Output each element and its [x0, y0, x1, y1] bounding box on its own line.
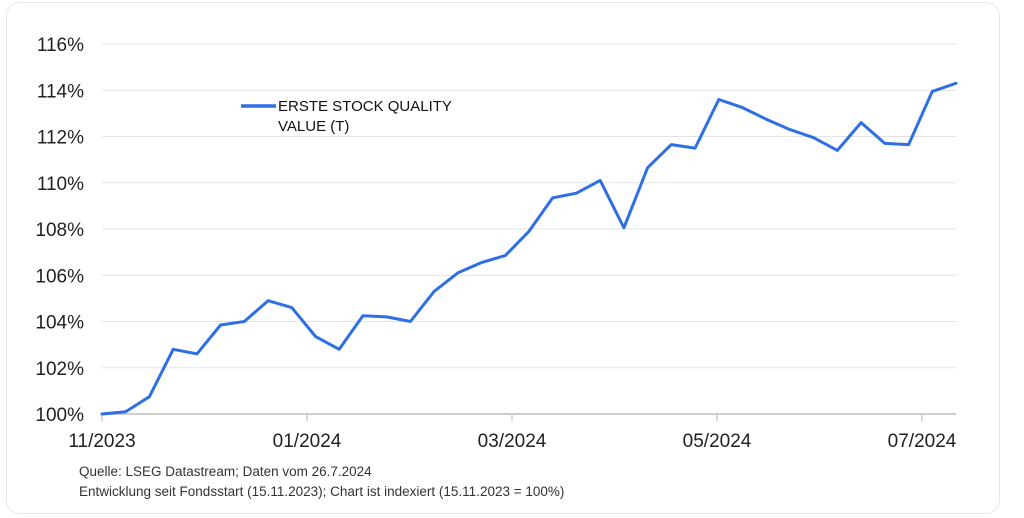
legend: ERSTE STOCK QUALITY VALUE (T) [241, 98, 452, 135]
x-axis-tick-labels: 11/2023 01/2024 03/2024 05/2024 07/2024 [68, 431, 956, 452]
y-tick-label: 106% [35, 266, 84, 287]
legend-label-line-2: VALUE (T) [278, 118, 349, 135]
x-tick-label: 01/2024 [273, 431, 342, 452]
y-tick-label: 110% [37, 174, 84, 195]
series-group [100, 81, 958, 416]
gridlines [102, 43, 956, 369]
series-line-0 [100, 81, 958, 416]
x-tick-label: 11/2023 [68, 431, 135, 452]
y-tick-label: 116% [37, 35, 84, 56]
index-note: Entwicklung seit Fondsstart (15.11.2023)… [79, 484, 565, 499]
y-tick-label: 108% [35, 220, 84, 241]
legend-label-line-1: ERSTE STOCK QUALITY [278, 98, 452, 115]
chart-footnotes: Quelle: LSEG Datastream; Daten vom 26.7.… [79, 462, 564, 502]
y-tick-label: 112% [37, 128, 84, 149]
y-tick-label: 104% [35, 313, 84, 334]
x-tick-label: 03/2024 [478, 431, 547, 452]
x-tick-label: 07/2024 [888, 431, 957, 452]
chart-card [6, 2, 1000, 514]
source-note: Quelle: LSEG Datastream; Daten vom 26.7.… [79, 464, 372, 479]
y-tick-label: 114% [37, 81, 84, 102]
x-axis [101, 413, 956, 421]
y-axis-tick-labels: 100% 102% 104% 106% 108% 110% 112% 114% 116% [35, 35, 84, 426]
x-tick-label: 05/2024 [683, 431, 752, 452]
y-tick-label: 102% [35, 359, 84, 380]
y-tick-label: 100% [35, 405, 84, 426]
